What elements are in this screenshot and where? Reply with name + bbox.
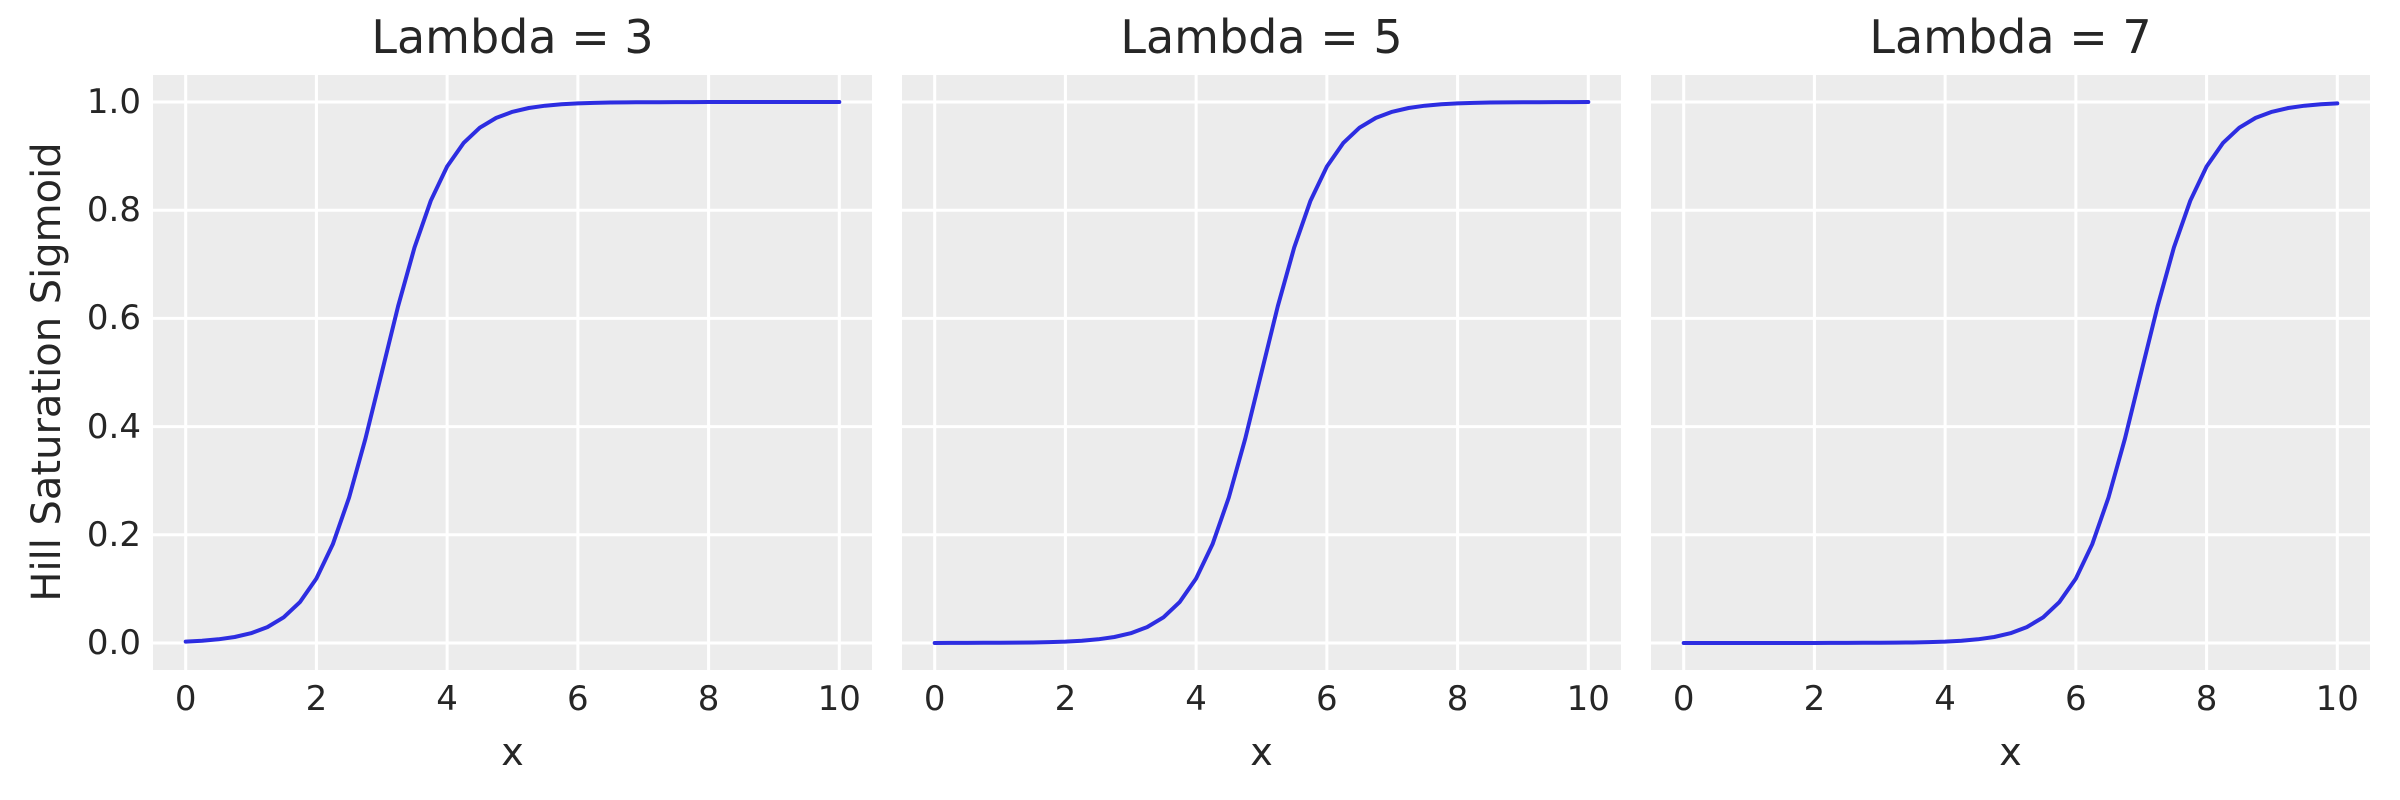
plot-area — [902, 75, 1621, 670]
x-tick-label: 0 — [1672, 679, 1695, 719]
panel-lambda-7: Lambda = 7 x 0 2 4 6 8 10 — [1651, 0, 2370, 800]
x-tick-label: 8 — [1446, 679, 1469, 719]
x-axis-label: x — [501, 730, 524, 774]
y-tick-label: 0.4 — [86, 406, 141, 447]
y-tick-label: 0.0 — [86, 622, 141, 663]
x-tick-label: 4 — [1185, 679, 1207, 719]
sigmoid-curve — [1681, 101, 2340, 645]
sigmoid-curve — [183, 100, 842, 644]
y-tick-label: 1.0 — [86, 82, 141, 123]
panel-lambda-5: Lambda = 5 x 0 2 4 6 8 10 — [902, 0, 1621, 800]
x-tick-label: 6 — [1316, 679, 1338, 719]
x-tick-label: 2 — [1803, 679, 1826, 719]
panel-title: Lambda = 7 — [1869, 10, 2152, 64]
x-tick-label: 6 — [567, 679, 589, 719]
x-tick-label: 4 — [1934, 679, 1956, 719]
sigmoid-curve-svg — [902, 75, 1621, 670]
sigmoid-curve — [932, 100, 1591, 645]
x-tick-label: 2 — [1054, 679, 1077, 719]
x-tick-label: 4 — [436, 679, 458, 719]
x-tick-label: 8 — [697, 679, 720, 719]
x-tick-label: 2 — [305, 679, 328, 719]
y-tick-label: 0.6 — [86, 298, 141, 339]
x-axis-label: x — [1999, 730, 2022, 774]
panel-title: Lambda = 3 — [371, 10, 654, 64]
x-tick-label: 0 — [174, 679, 197, 719]
plot-area — [1651, 75, 2370, 670]
panel-lambda-3: Lambda = 3 x 0 2 4 6 8 10 — [153, 0, 872, 800]
x-tick-label: 10 — [817, 679, 861, 719]
x-axis-label: x — [1250, 730, 1273, 774]
y-tick-labels: 0.0 0.2 0.4 0.6 0.8 1.0 — [0, 0, 141, 800]
sigmoid-curve-svg — [153, 75, 872, 670]
x-tick-label: 10 — [1566, 679, 1610, 719]
x-tick-label: 10 — [2315, 679, 2359, 719]
y-tick-label: 0.8 — [86, 190, 141, 231]
y-tick-label: 0.2 — [86, 514, 141, 555]
plot-area — [153, 75, 872, 670]
panel-title: Lambda = 5 — [1120, 10, 1403, 64]
sigmoid-curve-svg — [1651, 75, 2370, 670]
x-tick-label: 0 — [923, 679, 946, 719]
x-tick-label: 8 — [2195, 679, 2218, 719]
x-tick-label: 6 — [2065, 679, 2087, 719]
